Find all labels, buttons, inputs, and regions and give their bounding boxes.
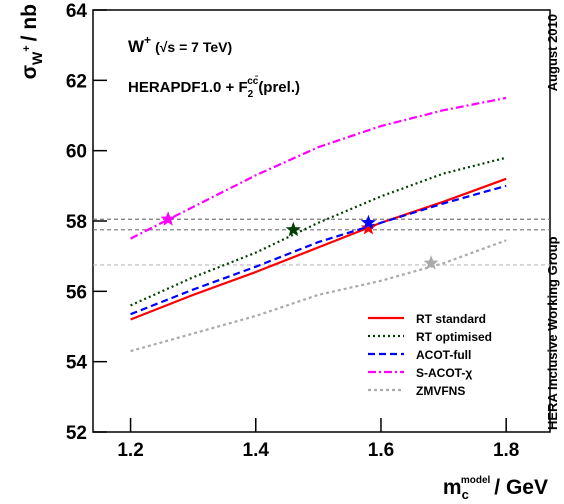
xlabel-part: / GeV — [494, 476, 548, 499]
subtitle-part: (prel.) — [258, 79, 300, 96]
ylabel-part: W — [29, 51, 45, 65]
xlabel-part: m — [443, 476, 462, 499]
star-marker — [160, 211, 176, 226]
subtitle-part: cc̄ — [247, 75, 259, 87]
x-tick-label: 1.4 — [243, 440, 270, 461]
y-tick-label: 64 — [66, 1, 88, 22]
legend-label: RT standard — [416, 312, 486, 326]
legend-label: ACOT-full — [416, 348, 471, 362]
title-part: + — [144, 33, 151, 47]
star-marker — [285, 221, 301, 237]
y-tick-label: 52 — [66, 423, 87, 444]
y-axis-label: σW+ / nb — [18, 4, 45, 79]
ylabel-part: / nb — [18, 4, 41, 41]
legend-label: ZMVFNS — [416, 384, 465, 398]
x-tick-label: 1.6 — [368, 440, 394, 461]
y-tick-label: 62 — [66, 71, 87, 92]
ylabel-part: + — [21, 45, 33, 51]
y-tick-label: 56 — [66, 282, 87, 303]
title-part: W — [128, 37, 145, 56]
star-marker — [423, 255, 439, 270]
series-line — [130, 156, 507, 307]
y-tick-label: 54 — [66, 353, 88, 374]
ylabel-part: σ — [18, 65, 41, 79]
subtitle-part: HERAPDF1.0 + F — [128, 79, 248, 96]
xlabel-part: model — [461, 475, 491, 486]
side-label: August 2010 — [545, 14, 560, 91]
series-line — [130, 96, 507, 240]
x-axis-label: mcmodel / GeV — [443, 475, 548, 502]
series-line — [130, 184, 507, 316]
x-tick-label: 1.2 — [117, 440, 143, 461]
star-marker — [360, 214, 377, 230]
legend-label: S-ACOT-χ — [416, 366, 472, 380]
chart-title: W+ (√s = 7 TeV) — [128, 33, 232, 56]
subtitle-part: 2 — [248, 89, 254, 100]
x-tick-label: 1.8 — [493, 440, 519, 461]
series-line — [130, 239, 507, 353]
chart-subtitle: HERAPDF1.0 + F2 cc̄(prel.) — [128, 75, 300, 100]
title-part: (√s = 7 TeV) — [155, 39, 232, 55]
plot-frame — [92, 9, 551, 433]
star-marker — [360, 220, 377, 235]
series-line — [130, 177, 507, 321]
y-tick-label: 58 — [66, 212, 87, 233]
side-label: HERA Inclusive Working Group — [545, 236, 560, 430]
xlabel-part: c — [462, 487, 469, 502]
legend-label: RT optimised — [416, 330, 492, 344]
y-tick-label: 60 — [66, 142, 87, 163]
